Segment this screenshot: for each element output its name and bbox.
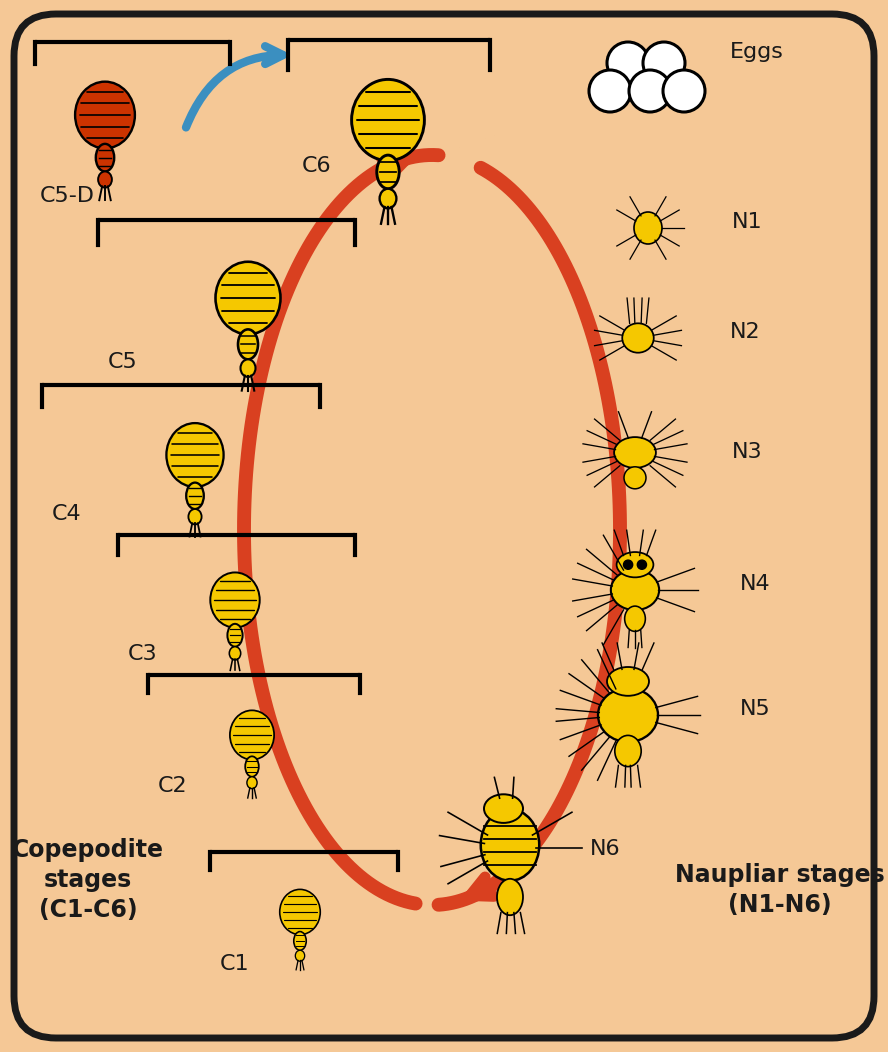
Ellipse shape (622, 323, 654, 352)
Ellipse shape (241, 360, 256, 377)
Text: C4: C4 (52, 504, 82, 524)
Ellipse shape (624, 467, 646, 489)
Circle shape (589, 70, 631, 112)
Ellipse shape (598, 688, 658, 742)
Text: Eggs: Eggs (730, 42, 784, 62)
Ellipse shape (497, 878, 523, 915)
Ellipse shape (188, 509, 202, 524)
FancyBboxPatch shape (14, 14, 874, 1038)
Ellipse shape (227, 624, 242, 647)
Text: C3: C3 (128, 644, 158, 664)
Text: C2: C2 (158, 776, 187, 796)
Ellipse shape (634, 213, 662, 244)
Text: N6: N6 (590, 839, 621, 859)
Ellipse shape (186, 483, 204, 509)
Circle shape (629, 70, 671, 112)
Ellipse shape (75, 82, 135, 148)
Circle shape (623, 560, 633, 569)
Ellipse shape (624, 606, 646, 631)
Text: Copepodite
stages
(C1-C6): Copepodite stages (C1-C6) (12, 838, 164, 922)
Ellipse shape (229, 647, 241, 660)
Ellipse shape (245, 756, 258, 776)
Ellipse shape (480, 809, 539, 881)
Text: Naupliar stages
(N1-N6): Naupliar stages (N1-N6) (675, 863, 884, 917)
Ellipse shape (352, 79, 424, 161)
Ellipse shape (611, 570, 659, 610)
Text: C5: C5 (108, 352, 138, 372)
Ellipse shape (210, 572, 259, 628)
Ellipse shape (296, 950, 305, 962)
Ellipse shape (614, 437, 656, 468)
Text: N2: N2 (730, 322, 761, 342)
Ellipse shape (377, 155, 400, 188)
Ellipse shape (216, 262, 281, 335)
Ellipse shape (230, 710, 274, 760)
Text: N1: N1 (732, 213, 763, 232)
Ellipse shape (238, 329, 258, 360)
Text: N4: N4 (740, 574, 771, 594)
Text: C1: C1 (220, 954, 250, 974)
Ellipse shape (614, 735, 641, 767)
Circle shape (607, 42, 649, 84)
Ellipse shape (280, 889, 321, 934)
Text: N3: N3 (732, 442, 763, 462)
Ellipse shape (379, 188, 396, 208)
Text: N5: N5 (740, 699, 771, 719)
Ellipse shape (484, 794, 523, 823)
Ellipse shape (247, 776, 258, 789)
Ellipse shape (294, 932, 306, 950)
Ellipse shape (166, 423, 224, 487)
Ellipse shape (616, 552, 654, 578)
Ellipse shape (96, 144, 115, 171)
Text: C6: C6 (302, 156, 331, 176)
Ellipse shape (607, 667, 649, 695)
Circle shape (638, 560, 646, 569)
Circle shape (643, 42, 685, 84)
Ellipse shape (98, 171, 112, 187)
Text: C5-D: C5-D (40, 186, 95, 206)
Circle shape (663, 70, 705, 112)
